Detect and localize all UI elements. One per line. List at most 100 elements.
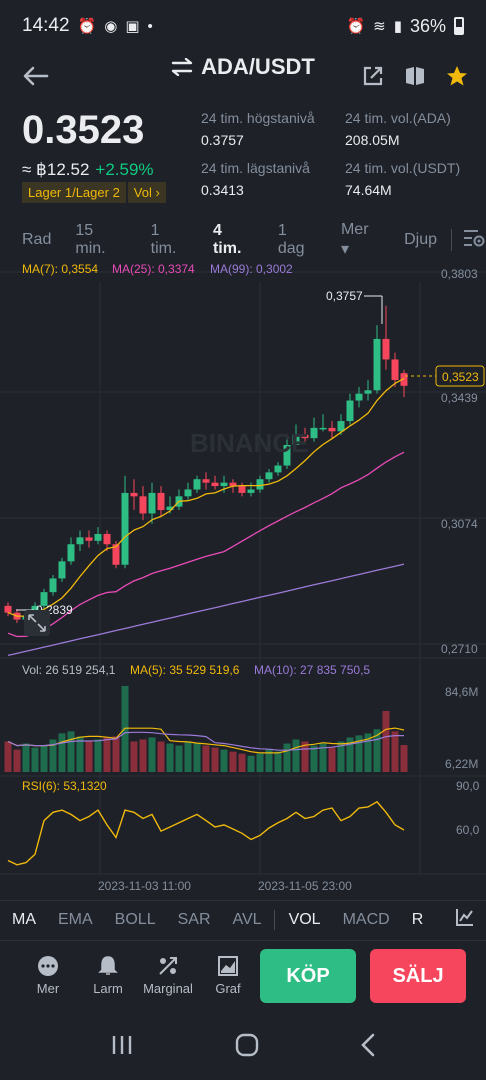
back-button[interactable] <box>16 56 56 96</box>
favorite-button[interactable] <box>442 56 472 96</box>
volume-bar <box>391 731 399 772</box>
stat-low: 24 tim. lägstanivå 0.3413 <box>201 160 310 198</box>
interval-depth[interactable]: Djup <box>404 231 438 248</box>
interval-more[interactable]: Mer ▾ <box>340 221 369 258</box>
volume-bar <box>256 753 264 772</box>
status-bar: 14:42 ⏰ ◉ ▣ • ⏰ ≋ ▮ 36% <box>0 0 486 52</box>
indicator-settings-button[interactable] <box>455 907 475 932</box>
candle <box>49 578 57 593</box>
chart-icon <box>218 956 238 976</box>
candle <box>328 427 336 432</box>
kline-chart[interactable]: BINANCE MA(7): 0,3554 MA(25): 0,3374 MA(… <box>0 258 486 898</box>
volume-bar <box>355 735 363 772</box>
price-change: +2.59% <box>95 160 154 179</box>
recent-apps-button[interactable] <box>110 1034 134 1061</box>
volume-bar <box>58 733 66 772</box>
share-button[interactable] <box>358 56 388 96</box>
settings-icon <box>464 229 485 246</box>
book-icon <box>406 67 424 85</box>
volume-bar <box>364 733 372 772</box>
volume-bar <box>4 741 12 772</box>
sell-button[interactable]: SÄLJ <box>370 949 466 1003</box>
indicator-boll[interactable]: BOLL <box>114 910 156 928</box>
interval-15m[interactable]: 15 min. <box>75 222 106 257</box>
time-label: 2023-11-05 23:00 <box>258 879 352 893</box>
candle <box>76 537 84 545</box>
vol-tag[interactable]: Vol › <box>127 182 166 203</box>
expand-chart-button[interactable] <box>24 610 50 636</box>
interval-1h[interactable]: 1 tim. <box>150 222 177 257</box>
candle <box>229 482 237 487</box>
volume-bar <box>328 747 336 772</box>
indicator-rsi[interactable]: R <box>411 910 424 928</box>
volume-bar <box>202 745 210 772</box>
indicator-macd[interactable]: MACD <box>342 910 390 928</box>
calendar-icon: ▣ <box>125 18 140 35</box>
chart-area[interactable]: BINANCE MA(7): 0,3554 MA(25): 0,3374 MA(… <box>0 258 486 898</box>
candle <box>238 486 246 493</box>
volume-bar <box>94 739 102 772</box>
rsi-axis-label: 90,0 <box>456 779 480 793</box>
interval-1d[interactable]: 1 dag <box>277 222 305 257</box>
candle <box>4 605 12 613</box>
candle <box>346 400 354 422</box>
compare-button[interactable] <box>400 56 430 96</box>
back-nav-icon <box>360 1033 374 1056</box>
ma7-legend: MA(7): 0,3554 <box>22 262 98 276</box>
action-more[interactable]: Mer <box>20 955 76 996</box>
indicator-tabs: MA EMA BOLL SAR AVL VOL MACD R <box>0 900 486 938</box>
candle <box>355 393 363 401</box>
action-chart[interactable]: Graf <box>200 955 256 996</box>
vol-ma10-legend: MA(10): 27 835 750,5 <box>254 663 370 677</box>
candle <box>184 489 192 497</box>
indicator-avl[interactable]: AVL <box>232 910 262 928</box>
volume-bar <box>49 739 57 772</box>
action-alarm[interactable]: Larm <box>80 955 136 996</box>
candle <box>283 445 291 466</box>
candle <box>382 338 390 360</box>
candle <box>220 482 228 487</box>
system-nav-bar <box>0 1014 486 1080</box>
rsi-axis-label: 60,0 <box>456 823 480 837</box>
candle <box>301 434 309 439</box>
interval-line[interactable]: Rad <box>22 231 52 248</box>
header: ADA/USDT <box>0 52 486 104</box>
layer-tag[interactable]: Lager 1/Lager 2 <box>22 182 126 203</box>
volume-bar <box>310 745 318 772</box>
action-margin[interactable]: Marginal <box>140 955 196 996</box>
indicator-ema[interactable]: EMA <box>58 910 93 928</box>
back-arrow-icon <box>23 66 49 86</box>
interval-tabs: Rad 15 min. 1 tim. 4 tim. 1 dag Mer ▾ Dj… <box>0 221 486 258</box>
volume-bar <box>148 737 156 772</box>
candle <box>40 592 48 606</box>
candle <box>121 492 129 565</box>
pair-name: ADA/USDT <box>201 54 315 79</box>
back-nav-button[interactable] <box>360 1033 376 1062</box>
indicator-ma[interactable]: MA <box>12 910 36 928</box>
indicator-sar[interactable]: SAR <box>177 910 211 928</box>
alarm-icon: ⏰ <box>77 18 97 35</box>
candle <box>166 506 174 511</box>
fiat-line: ≈ ฿12.52 +2.59% <box>22 160 154 180</box>
volume-bar <box>337 741 345 772</box>
indicator-vol[interactable]: VOL <box>288 910 321 928</box>
interval-4h[interactable]: 4 tim. <box>212 222 242 257</box>
volume-bar <box>193 743 201 772</box>
candle <box>94 533 102 541</box>
ma99-legend: MA(99): 0,3002 <box>210 262 293 276</box>
chart-settings-button[interactable] <box>462 227 486 254</box>
volume-bar <box>274 751 282 772</box>
alarm-status-icon: ⏰ <box>346 18 366 35</box>
candle <box>58 561 66 579</box>
candle <box>319 427 327 430</box>
home-button[interactable] <box>235 1033 259 1062</box>
time-label: 2023-11-03 11:00 <box>98 879 191 893</box>
candle <box>391 359 399 380</box>
fiat-price: ≈ ฿12.52 <box>22 160 90 179</box>
volume-bar <box>238 753 246 772</box>
battery-percent: 36% <box>409 15 446 36</box>
candle <box>364 390 372 394</box>
buy-button[interactable]: KÖP <box>260 949 356 1003</box>
last-price: 0.3523 <box>22 108 145 152</box>
candle <box>211 482 219 487</box>
